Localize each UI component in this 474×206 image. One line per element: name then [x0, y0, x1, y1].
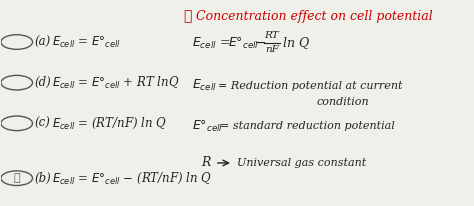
Text: condition: condition [317, 97, 370, 107]
Text: $E_{cell}$: $E_{cell}$ [192, 78, 217, 93]
Text: ✓: ✓ [13, 173, 20, 183]
Text: $E\degree_{cell}$: $E\degree_{cell}$ [192, 119, 223, 134]
Text: (c): (c) [34, 117, 50, 130]
Text: (b): (b) [34, 172, 51, 185]
Text: $E_{cell}$ = $E\degree_{cell}$: $E_{cell}$ = $E\degree_{cell}$ [52, 34, 120, 50]
Text: RT: RT [264, 32, 279, 40]
Text: $E_{cell}$ = (RT/nF) ln Q: $E_{cell}$ = (RT/nF) ln Q [52, 116, 167, 131]
Text: = Reduction potential at current: = Reduction potential at current [219, 81, 403, 91]
Text: (a): (a) [34, 35, 51, 49]
Text: =: = [219, 36, 230, 50]
Text: ln Q: ln Q [283, 36, 310, 50]
Text: ✓: ✓ [183, 9, 191, 23]
Text: Universal gas constant: Universal gas constant [237, 158, 366, 168]
Text: $E_{cell}$ = $E\degree_{cell}$ $-$ (RT/nF) ln Q: $E_{cell}$ = $E\degree_{cell}$ $-$ (RT/n… [52, 171, 212, 186]
Text: = standard reduction potential: = standard reduction potential [219, 121, 394, 131]
Text: R: R [201, 156, 210, 170]
Text: nF: nF [265, 45, 279, 54]
Text: (d): (d) [34, 76, 51, 89]
Text: −: − [255, 36, 266, 50]
Text: $E_{cell}$ = $E\degree_{cell}$ + RT lnQ: $E_{cell}$ = $E\degree_{cell}$ + RT lnQ [52, 75, 179, 91]
Text: $E_{cell}$: $E_{cell}$ [192, 35, 217, 51]
Text: $E\degree_{cell}$: $E\degree_{cell}$ [228, 35, 260, 51]
Text: Concentration effect on cell potential: Concentration effect on cell potential [196, 9, 433, 22]
